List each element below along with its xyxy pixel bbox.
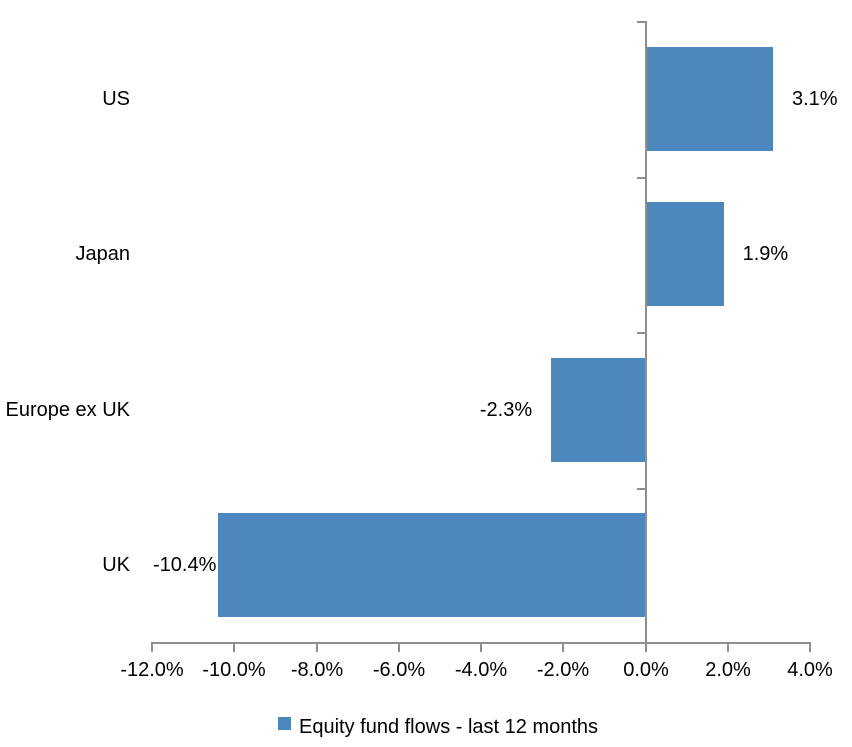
legend: Equity fund flows - last 12 months (278, 714, 598, 740)
value-axis-tick (233, 642, 235, 652)
value-axis-tick (809, 642, 811, 652)
category-label: US (102, 88, 130, 110)
value-axis-tick (562, 642, 564, 652)
category-label: Japan (75, 243, 131, 265)
category-axis-tick (636, 177, 645, 179)
value-axis-tick (727, 642, 729, 652)
legend-series-swatch-icon (278, 717, 291, 730)
value-axis-tick (645, 642, 647, 652)
value-axis-tick-label: 0.0% (623, 659, 669, 681)
value-axis-tick-label: -2.0% (536, 659, 590, 681)
bar-data-label: -2.3% (479, 398, 533, 421)
value-axis-tick (480, 642, 482, 652)
bar (217, 513, 646, 617)
legend-series-label: Equity fund flows - last 12 months (299, 716, 599, 738)
value-axis-tick-label: -8.0% (290, 659, 344, 681)
bar (550, 358, 646, 462)
value-axis-tick-label: -4.0% (454, 659, 508, 681)
value-axis-tick (151, 642, 153, 652)
value-axis-tick-label: -10.0% (202, 659, 266, 681)
category-axis-tick (636, 488, 645, 490)
value-axis-tick-label: 4.0% (787, 659, 833, 681)
value-axis-tick (398, 642, 400, 652)
category-axis-tick (636, 332, 645, 334)
value-axis-tick (316, 642, 318, 652)
category-label: UK (102, 554, 130, 576)
bar (645, 47, 773, 151)
value-axis-tick-label: -6.0% (372, 659, 426, 681)
value-axis-tick-label: 2.0% (705, 659, 751, 681)
bar (645, 202, 724, 306)
value-axis-tick-label: -12.0% (120, 659, 184, 681)
category-label: Europe ex UK (5, 399, 130, 421)
bar-data-label: 3.1% (792, 87, 838, 110)
category-axis-tick (636, 21, 645, 23)
bar-data-label: 1.9% (742, 242, 789, 265)
bar-data-label: -10.4% (153, 553, 217, 576)
category-axis-line (645, 21, 647, 644)
